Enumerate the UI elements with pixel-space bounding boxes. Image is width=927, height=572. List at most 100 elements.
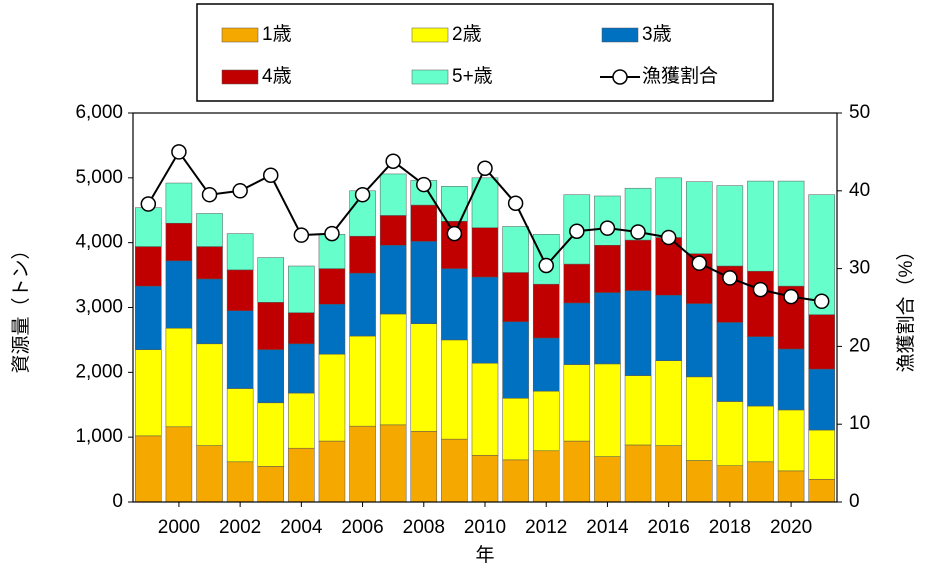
y-tick-label: 2,000 bbox=[75, 361, 123, 382]
bar-segment bbox=[563, 263, 591, 304]
bar-segment bbox=[655, 177, 682, 238]
bar-segment bbox=[808, 479, 835, 503]
bar-segment bbox=[441, 339, 468, 440]
rate-marker bbox=[416, 176, 432, 193]
y2-axis-title: 漁獲割合（%） bbox=[895, 242, 917, 373]
legend-swatch bbox=[221, 27, 259, 43]
bar-segment bbox=[655, 294, 682, 361]
bar-segment bbox=[226, 388, 254, 463]
bar-segment bbox=[532, 390, 560, 452]
legend-swatch bbox=[221, 69, 259, 85]
y-tick-label: 3,000 bbox=[75, 297, 123, 318]
bar-segment bbox=[165, 327, 193, 428]
bar-segment bbox=[349, 335, 376, 427]
rate-marker bbox=[171, 144, 187, 160]
bar-segment bbox=[349, 235, 376, 274]
bar-segment bbox=[410, 431, 438, 503]
bar-segment bbox=[594, 363, 621, 457]
bar-segment bbox=[532, 283, 560, 339]
bar-segment bbox=[594, 456, 621, 503]
rate-marker bbox=[599, 220, 616, 236]
x-tick-label: 2010 bbox=[464, 517, 506, 538]
bar-segment bbox=[441, 438, 468, 503]
bar-segment bbox=[502, 272, 529, 323]
rate-marker bbox=[354, 186, 371, 203]
bar-segment bbox=[226, 233, 254, 271]
bar-segment bbox=[624, 239, 652, 291]
x-tick-label: 2020 bbox=[770, 517, 812, 538]
rate-marker bbox=[232, 183, 248, 199]
bar-segment bbox=[257, 349, 284, 404]
y-tick-label: 4,000 bbox=[75, 232, 123, 253]
rate-marker bbox=[140, 196, 157, 212]
bar-segment bbox=[165, 182, 193, 224]
bar-segment bbox=[135, 207, 162, 247]
bar-segment bbox=[502, 321, 529, 399]
bar-segment bbox=[777, 409, 805, 472]
bar-segment bbox=[747, 270, 774, 337]
bar-segment bbox=[716, 185, 744, 267]
bar-segment bbox=[226, 310, 254, 389]
bar-segment bbox=[808, 368, 835, 431]
x-tick-label: 2014 bbox=[586, 517, 629, 538]
rate-marker bbox=[722, 270, 738, 286]
bar-segment bbox=[379, 215, 407, 246]
bar-segment bbox=[196, 246, 223, 280]
legend-marker bbox=[612, 69, 628, 85]
bar-segment bbox=[196, 278, 223, 345]
bar-segment bbox=[410, 241, 438, 324]
bar-segment bbox=[288, 265, 315, 313]
bar-segment bbox=[686, 303, 713, 378]
bar-segment bbox=[808, 314, 835, 370]
x-tick-label: 2018 bbox=[709, 517, 751, 538]
rate-marker bbox=[752, 281, 769, 298]
legend-swatch bbox=[411, 27, 449, 43]
bar-segment bbox=[747, 180, 774, 272]
x-tick-label: 2008 bbox=[403, 517, 445, 538]
bar-segment bbox=[226, 269, 254, 311]
bar-segment bbox=[747, 405, 774, 463]
bar-segment bbox=[594, 292, 621, 365]
y-tick-label: 1,000 bbox=[75, 426, 123, 447]
bar-segment bbox=[318, 268, 346, 305]
y-tick-label: 0 bbox=[112, 491, 123, 512]
bar-segment bbox=[777, 348, 805, 411]
legend-label: 漁獲割合 bbox=[642, 65, 718, 87]
bar-segment bbox=[747, 336, 774, 407]
bar-segment bbox=[686, 376, 713, 461]
bar-segment bbox=[288, 312, 315, 345]
rate-marker bbox=[630, 224, 646, 240]
y-tick-label: 6,000 bbox=[75, 102, 123, 123]
y2-tick-label: 50 bbox=[849, 102, 870, 123]
bar-segment bbox=[716, 401, 744, 466]
y2-tick-label: 20 bbox=[849, 335, 870, 356]
rate-marker bbox=[385, 153, 401, 169]
bar-segment bbox=[471, 177, 499, 229]
bar-segment bbox=[410, 204, 438, 242]
x-tick-label: 2000 bbox=[158, 517, 200, 538]
bar-segment bbox=[777, 180, 805, 287]
bar-segment bbox=[686, 181, 713, 254]
rate-marker bbox=[446, 225, 463, 242]
bar-segment bbox=[808, 429, 835, 480]
bar-segment bbox=[502, 226, 529, 273]
bar-segment bbox=[502, 398, 529, 461]
bar-segment bbox=[716, 322, 744, 402]
bar-segment bbox=[471, 227, 499, 278]
bar-segment bbox=[410, 323, 438, 432]
rate-marker bbox=[507, 195, 524, 211]
legend-swatch bbox=[411, 69, 449, 85]
bar-segment bbox=[379, 313, 407, 426]
y-axis-title: 資源量（トン） bbox=[10, 240, 32, 373]
y2-tick-label: 40 bbox=[849, 180, 870, 201]
bar-segment bbox=[379, 245, 407, 315]
bar-segment bbox=[165, 222, 193, 262]
bar-segment bbox=[257, 402, 284, 467]
bar-segment bbox=[288, 447, 315, 503]
x-axis-title: 年 bbox=[475, 544, 494, 566]
bar-segment bbox=[532, 337, 560, 392]
x-tick-label: 2004 bbox=[280, 517, 323, 538]
bar-segment bbox=[226, 461, 254, 503]
legend-label: 2歳 bbox=[452, 23, 482, 45]
y2-tick-label: 10 bbox=[849, 413, 870, 434]
